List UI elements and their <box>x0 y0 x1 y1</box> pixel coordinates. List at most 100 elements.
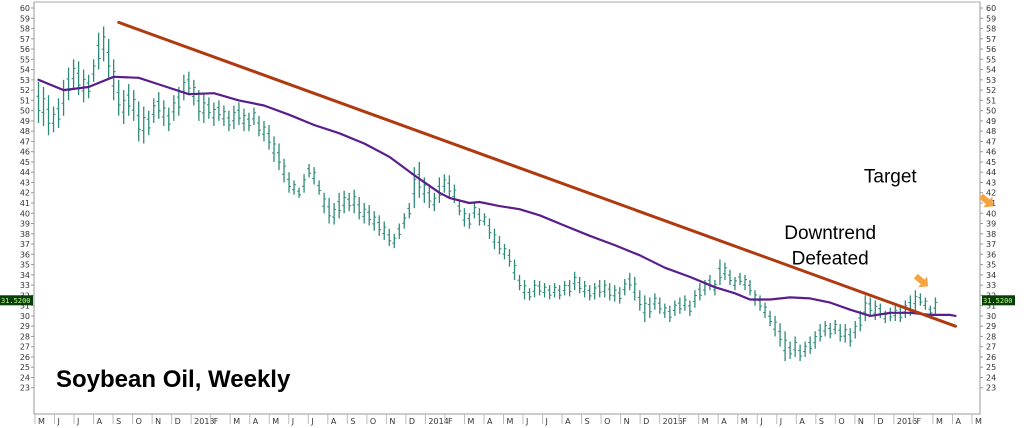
arrow-shape <box>913 273 929 288</box>
x-tick-label: A <box>97 417 103 426</box>
y-tick-label-left: 45 <box>20 158 30 167</box>
x-tick-label: N <box>389 417 395 426</box>
y-tick-label-right: 33 <box>986 281 996 290</box>
x-tick-label: O <box>604 417 610 426</box>
x-tick-label: M <box>741 417 748 426</box>
y-tick-label-left: 48 <box>20 127 30 136</box>
x-tick-label: A <box>331 417 337 426</box>
y-tick-label-left: 39 <box>20 220 30 229</box>
y-tick-label-right: 47 <box>986 137 996 146</box>
x-tick-label: M <box>936 417 943 426</box>
x-tick-label: 2016 <box>897 417 917 426</box>
x-tick-label: O <box>838 417 844 426</box>
y-tick-label-right: 38 <box>986 230 996 239</box>
annotations: Downtrend Defeated Target <box>784 166 917 269</box>
x-tick-label: J <box>545 417 548 426</box>
y-tick-label-right: 23 <box>986 384 996 393</box>
x-tick-label: J <box>291 417 294 426</box>
x-tick-label: A <box>487 417 493 426</box>
y-tick-label-left: 25 <box>20 363 30 372</box>
y-tick-label-left: 35 <box>20 261 30 270</box>
price-tags: 31.5200 31.5200 <box>0 295 1015 306</box>
x-tick-label: N <box>624 417 630 426</box>
x-tick-label: F <box>214 417 219 426</box>
x-tick-label: M <box>38 417 45 426</box>
x-tick-label: J <box>759 417 762 426</box>
x-tick-label: D <box>643 417 649 426</box>
y-tick-label-right: 46 <box>986 148 996 157</box>
x-axis: M J J A S O N D 2013 F M A M J J A S O N D 2014 F M A M J J A S O N D 20… <box>34 413 982 426</box>
x-tick-label: M <box>975 417 982 426</box>
annotation-label: Defeated <box>792 249 869 270</box>
y-tick-label-left: 28 <box>20 332 30 341</box>
y-tick-label-left: 50 <box>20 107 30 116</box>
y-tick-label-left: 47 <box>20 137 30 146</box>
x-tick-label: A <box>565 417 571 426</box>
x-tick-label: O <box>136 417 142 426</box>
y-tick-label-left: 34 <box>20 271 30 280</box>
x-tick-label: M <box>233 417 240 426</box>
moving-average-line <box>37 75 957 317</box>
y-tick-label-right: 49 <box>986 117 996 126</box>
x-tick-label: F <box>448 417 453 426</box>
x-tick-label: D <box>175 417 181 426</box>
x-tick-label: N <box>858 417 864 426</box>
y-tick-label-left: 59 <box>20 14 30 23</box>
x-tick-label: J <box>779 417 782 426</box>
y-tick-label-right: 37 <box>986 240 996 249</box>
x-tick-label: F <box>682 417 687 426</box>
y-tick-label-left: 41 <box>20 199 30 208</box>
x-tick-label: M <box>272 417 279 426</box>
y-tick-label-right: 48 <box>986 127 996 136</box>
y-tick-label-right: 29 <box>986 322 996 331</box>
y-tick-label-left: 52 <box>20 86 30 95</box>
x-tick-label: M <box>702 417 709 426</box>
y-tick-label-right: 40 <box>986 209 996 218</box>
overlay-lines <box>37 20 957 328</box>
y-tick-label-left: 40 <box>20 209 30 218</box>
y-tick-label-right: 39 <box>986 220 996 229</box>
arrow-icon <box>978 193 994 208</box>
y-tick-label-right: 30 <box>986 312 996 321</box>
y-tick-label-right: 58 <box>986 25 996 34</box>
y-tick-label-left: 24 <box>20 373 30 382</box>
arrow-icon <box>913 273 929 288</box>
y-tick-label-left: 38 <box>20 230 30 239</box>
price-bars <box>36 26 938 362</box>
y-tick-label-right: 31 <box>986 302 996 311</box>
arrow-shape <box>978 193 994 208</box>
x-tick-label: J <box>57 417 60 426</box>
y-tick-label-left: 42 <box>20 189 30 198</box>
y-tick-label-left: 55 <box>20 55 30 64</box>
x-tick-label: J <box>525 417 528 426</box>
y-tick-label-left: 54 <box>20 66 30 75</box>
annotation-label: Target <box>864 166 918 187</box>
price-tag-right-label: 31.5200 <box>983 297 1013 305</box>
y-tick-label-right: 59 <box>986 14 996 23</box>
x-tick-label: 2015 <box>663 417 683 426</box>
x-tick-label: M <box>467 417 474 426</box>
y-tick-label-left: 26 <box>20 353 30 362</box>
y-tick-label-right: 42 <box>986 189 996 198</box>
x-tick-label: J <box>310 417 313 426</box>
y-axis-left: 2324252627282930313233343536373839404142… <box>20 2 35 414</box>
y-tick-label-left: 56 <box>20 45 30 54</box>
y-tick-label-right: 28 <box>986 332 996 341</box>
y-tick-label-left: 53 <box>20 76 30 85</box>
y-tick-label-right: 53 <box>986 76 996 85</box>
y-tick-label-right: 50 <box>986 107 996 116</box>
y-tick-label-left: 36 <box>20 250 30 259</box>
y-tick-label-left: 51 <box>20 96 30 105</box>
x-tick-label: S <box>585 417 590 426</box>
y-tick-label-right: 35 <box>986 261 996 270</box>
y-tick-label-left: 30 <box>20 312 30 321</box>
annotation-label: Downtrend <box>784 223 876 244</box>
x-tick-label: D <box>409 417 415 426</box>
x-tick-label: 2013 <box>194 417 214 426</box>
y-tick-label-right: 56 <box>986 45 996 54</box>
y-tick-label-right: 25 <box>986 363 996 372</box>
x-tick-label: O <box>370 417 376 426</box>
y-tick-label-right: 45 <box>986 158 996 167</box>
x-tick-label: F <box>916 417 921 426</box>
